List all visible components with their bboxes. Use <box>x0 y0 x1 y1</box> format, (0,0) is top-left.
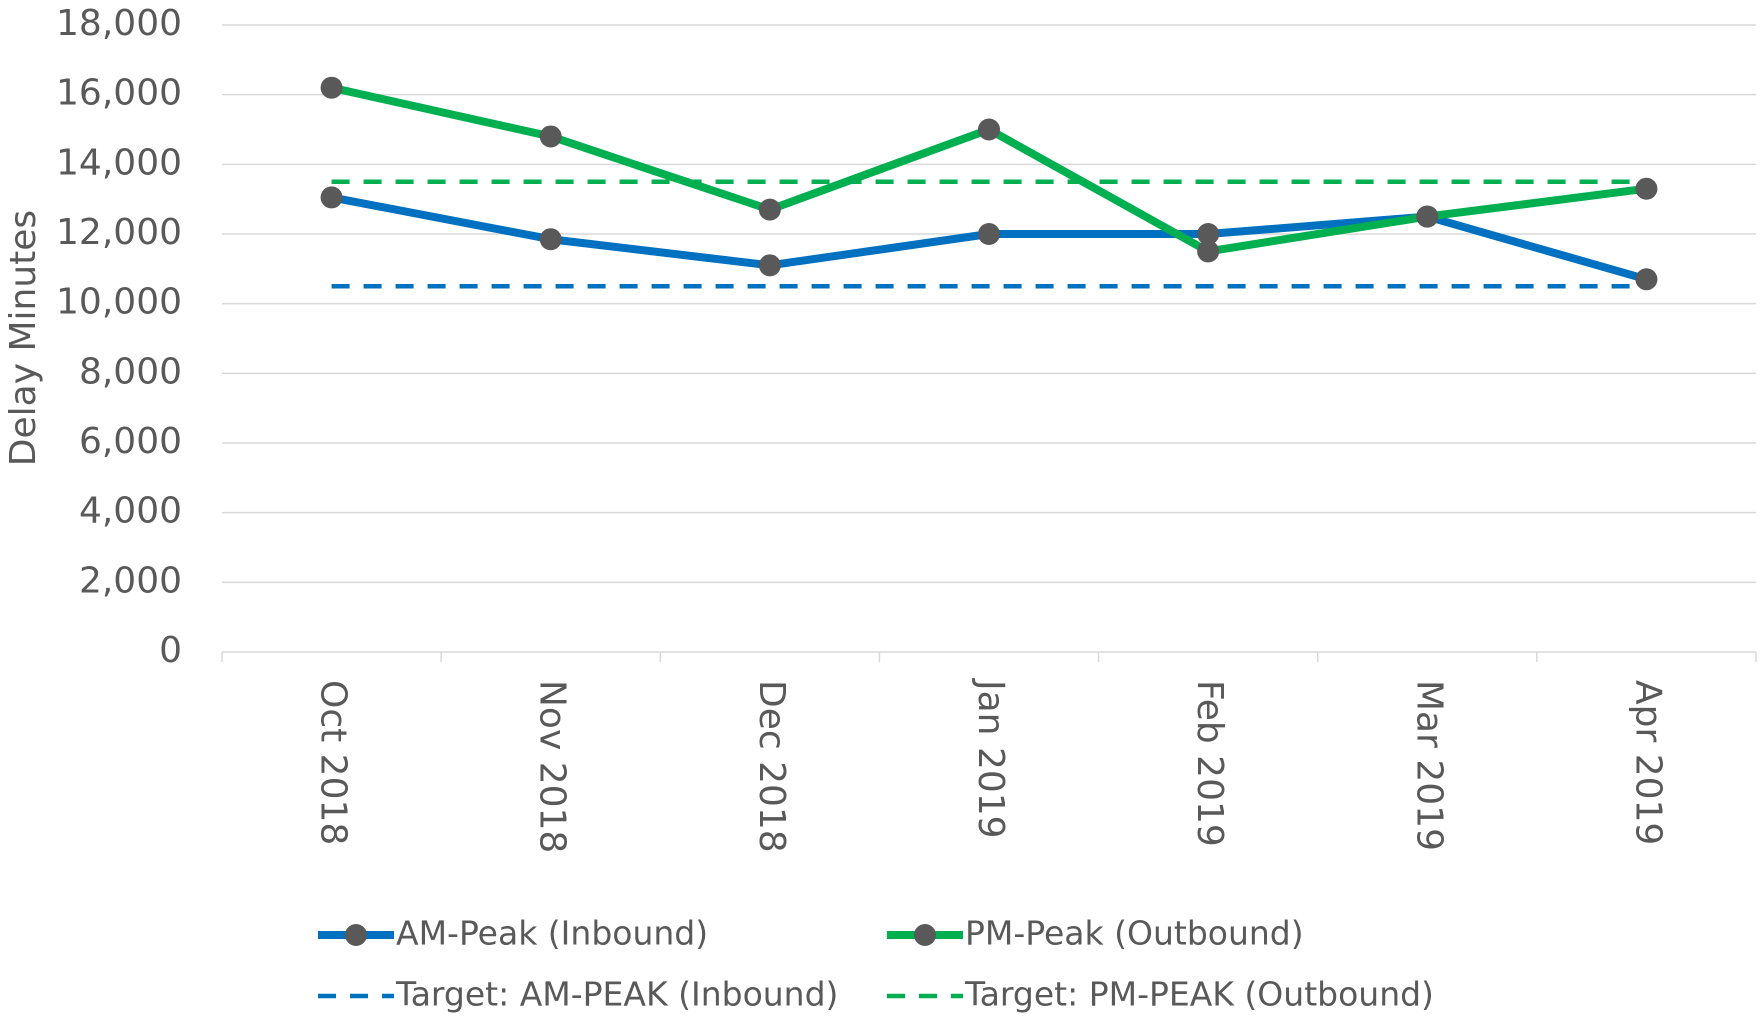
legend-label: PM-Peak (Outbound) <box>965 914 1304 953</box>
x-tick-label: Feb 2019 <box>1189 680 1230 847</box>
point <box>1635 177 1658 200</box>
point <box>1416 205 1439 228</box>
y-tick-label: 6,000 <box>79 421 182 462</box>
point <box>539 125 562 148</box>
y-tick-label: 10,000 <box>56 282 182 323</box>
point <box>320 186 343 209</box>
point <box>978 118 1000 141</box>
legend-label: AM-Peak (Inbound) <box>396 914 708 953</box>
point <box>978 223 1000 245</box>
point <box>539 228 562 251</box>
y-tick-label: 2,000 <box>79 560 182 601</box>
y-tick-label: 18,000 <box>56 3 182 44</box>
x-tick-label: Nov 2018 <box>532 680 573 853</box>
point <box>758 198 781 221</box>
y-tick-label: 14,000 <box>56 142 182 183</box>
legend-marker <box>345 924 367 946</box>
point <box>1635 268 1658 291</box>
y-tick-label: 16,000 <box>56 73 182 114</box>
y-tick-label: 12,000 <box>56 212 182 253</box>
legend-label: Target: AM-PEAK (Inbound) <box>395 975 838 1014</box>
legend-marker <box>914 924 936 946</box>
point <box>320 76 343 99</box>
point <box>758 254 781 277</box>
y-tick-label: 4,000 <box>79 491 182 532</box>
y-tick-label: 8,000 <box>79 351 182 392</box>
legend-label: Target: PM-PEAK (Outbound) <box>964 975 1434 1014</box>
x-tick-label: Dec 2018 <box>751 680 792 853</box>
x-tick-label: Apr 2019 <box>1627 680 1668 845</box>
x-tick-label: Oct 2018 <box>313 680 354 845</box>
y-axis-title: Delay Minutes <box>3 210 44 466</box>
y-tick-label: 0 <box>159 630 182 671</box>
point <box>1197 223 1220 245</box>
x-tick-label: Jan 2019 <box>970 678 1011 839</box>
x-tick-label: Mar 2019 <box>1408 680 1449 851</box>
point <box>1197 240 1220 263</box>
